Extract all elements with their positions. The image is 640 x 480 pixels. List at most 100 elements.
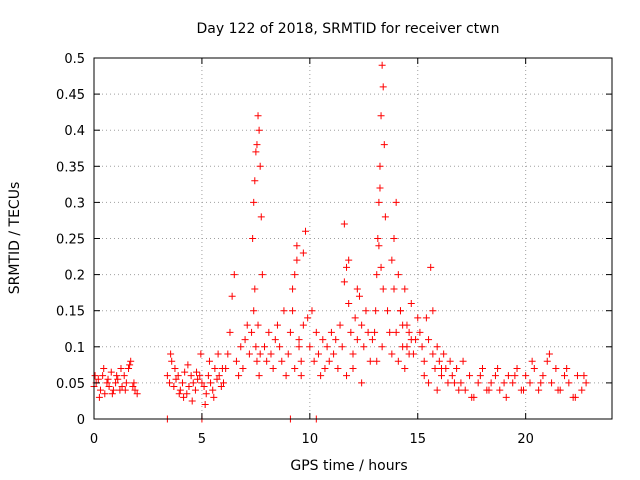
data-point (256, 162, 264, 170)
data-point (131, 386, 139, 394)
data-point (437, 372, 445, 380)
data-point (535, 386, 543, 394)
data-point (248, 328, 256, 336)
data-point (211, 364, 219, 372)
data-point (407, 336, 415, 344)
data-point (455, 386, 463, 394)
data-point (209, 386, 217, 394)
data-point (250, 307, 258, 315)
data-point (571, 393, 579, 401)
data-point (526, 379, 534, 387)
data-point (343, 372, 351, 380)
y-tick-label: 0.5 (64, 52, 85, 67)
data-point (278, 357, 286, 365)
data-point (373, 271, 381, 279)
data-point (405, 350, 413, 358)
data-point (121, 386, 129, 394)
data-point (358, 321, 366, 329)
data-point (126, 361, 134, 369)
data-point (95, 393, 103, 401)
data-point (394, 357, 402, 365)
data-point (425, 379, 433, 387)
data-point (314, 350, 322, 358)
data-point (114, 375, 122, 383)
data-point (485, 386, 493, 394)
data-point (113, 372, 121, 380)
data-point (378, 343, 386, 351)
data-point (457, 379, 465, 387)
y-tick-label: 0.05 (56, 377, 85, 392)
data-point (261, 343, 269, 351)
data-point (241, 336, 249, 344)
data-point (321, 364, 329, 372)
data-point (366, 357, 374, 365)
data-point (582, 379, 590, 387)
data-point (364, 328, 372, 336)
data-point (358, 379, 366, 387)
data-point (230, 271, 238, 279)
data-point (104, 375, 112, 383)
data-point (479, 364, 486, 372)
data-point (543, 357, 551, 365)
data-point (251, 285, 259, 293)
data-point (256, 350, 264, 358)
data-point (187, 372, 195, 380)
data-point (220, 379, 227, 387)
data-point (420, 372, 428, 380)
data-point (185, 383, 193, 391)
data-point (353, 285, 361, 293)
data-point (578, 386, 586, 394)
data-point (267, 350, 275, 358)
y-tick-label: 0.35 (56, 160, 85, 175)
data-point (167, 350, 175, 358)
data-point (166, 379, 174, 387)
data-point (245, 350, 253, 358)
data-point (118, 383, 126, 391)
data-point (552, 364, 560, 372)
data-point (545, 350, 553, 358)
data-point (276, 343, 284, 351)
data-point (548, 379, 556, 387)
data-point (257, 213, 265, 221)
data-point (349, 350, 357, 358)
data-point (254, 321, 262, 329)
data-point (561, 372, 569, 380)
data-point (530, 364, 538, 372)
data-point (319, 336, 327, 344)
data-point (377, 112, 385, 120)
data-point (468, 393, 476, 401)
data-point (416, 328, 424, 336)
data-point (429, 350, 437, 358)
data-point (189, 379, 197, 387)
data-point (163, 372, 171, 380)
data-point (435, 357, 443, 365)
data-point (293, 242, 301, 250)
data-point (446, 357, 454, 365)
data-point (265, 328, 273, 336)
data-point (380, 141, 388, 149)
data-point (125, 364, 133, 372)
data-point (291, 364, 299, 372)
data-point (228, 292, 236, 300)
data-point (250, 198, 258, 206)
data-point (565, 379, 573, 387)
data-point (373, 357, 381, 365)
data-point (376, 184, 384, 192)
data-point (332, 336, 340, 344)
data-point (201, 401, 209, 409)
data-point (213, 375, 221, 383)
data-point (184, 361, 192, 369)
data-point (251, 177, 259, 185)
data-point (580, 372, 588, 380)
data-point (336, 321, 344, 329)
data-point (282, 372, 290, 380)
data-point (107, 368, 115, 376)
data-point (374, 235, 382, 242)
data-point (255, 372, 263, 380)
data-point (343, 263, 351, 271)
data-point (215, 372, 223, 380)
data-point (312, 328, 320, 336)
data-point (200, 383, 208, 391)
data-point (239, 364, 247, 372)
data-point (308, 307, 316, 315)
